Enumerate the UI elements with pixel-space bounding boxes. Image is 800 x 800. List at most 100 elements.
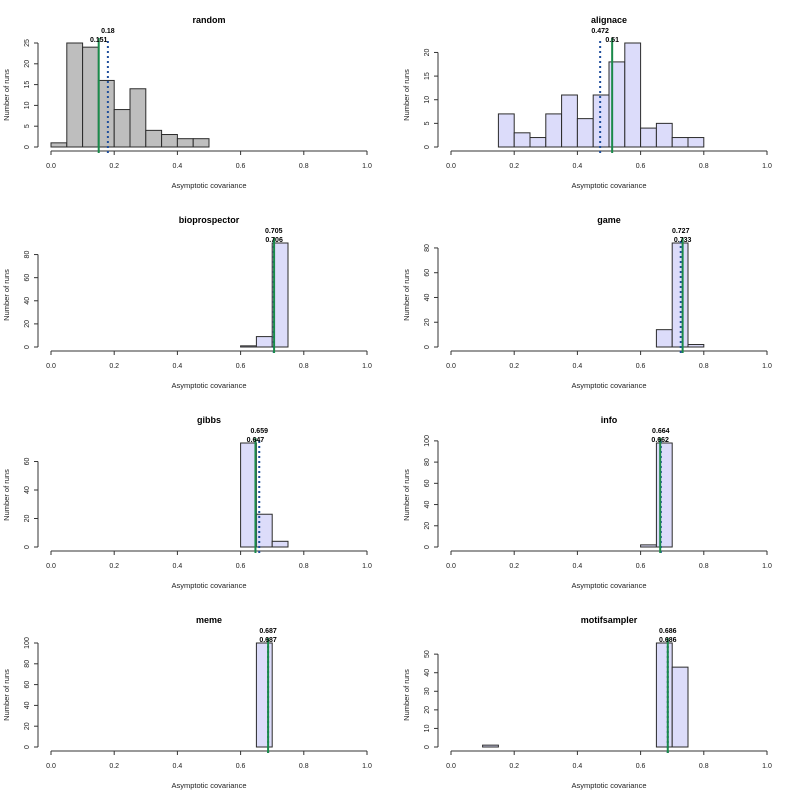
y-tick-label: 0 bbox=[424, 545, 431, 549]
x-tick-label: 0.2 bbox=[109, 763, 119, 770]
x-tick-label: 0.2 bbox=[109, 163, 119, 170]
y-tick-label: 80 bbox=[424, 458, 431, 466]
y-tick-label: 0 bbox=[24, 745, 31, 749]
histogram-bar bbox=[482, 744, 499, 748]
y-tick-label: 80 bbox=[24, 251, 31, 259]
x-tick-label: 0.4 bbox=[573, 363, 583, 370]
reference-line-label: 0.664 bbox=[652, 428, 670, 435]
y-tick-label: 15 bbox=[424, 72, 431, 80]
x-tick-label: 0.4 bbox=[573, 563, 583, 570]
reference-line-label: 0.686 bbox=[659, 637, 677, 644]
bars bbox=[497, 42, 705, 148]
reference-line-label: 0.659 bbox=[250, 428, 268, 435]
y-tick-label: 20 bbox=[424, 318, 431, 326]
reference-line-label: 0.687 bbox=[259, 628, 277, 635]
x-tick-label: 0.8 bbox=[699, 163, 709, 170]
y-tick-label: 20 bbox=[24, 60, 31, 68]
y-tick-label: 20 bbox=[24, 320, 31, 328]
histogram-bar bbox=[624, 42, 642, 148]
histogram-bar bbox=[271, 540, 289, 548]
x-tick-label: 0.4 bbox=[173, 763, 183, 770]
y-tick-label: 40 bbox=[24, 297, 31, 305]
reference-line-label: 0.18 bbox=[101, 28, 115, 35]
y-axis-label: Number of runs bbox=[402, 69, 411, 121]
y-tick-label: 40 bbox=[424, 501, 431, 509]
chart-title: motifsampler bbox=[581, 615, 638, 625]
y-axis-label: Number of runs bbox=[402, 269, 411, 321]
x-axis-label: Asymptotic covariance bbox=[571, 781, 646, 790]
histogram-bar bbox=[271, 242, 289, 348]
x-axis-label: Asymptotic covariance bbox=[571, 581, 646, 590]
x-tick-label: 1.0 bbox=[762, 563, 772, 570]
x-tick-label: 1.0 bbox=[762, 363, 772, 370]
histogram-bar bbox=[176, 138, 194, 148]
y-tick-label: 5 bbox=[424, 121, 431, 125]
histogram-bar bbox=[545, 113, 563, 148]
x-axis: 0.0 0.2 0.4 0.6 0.8 1.0 Asymptotic covariance bbox=[446, 550, 772, 590]
y-tick-label: 40 bbox=[24, 701, 31, 709]
x-tick-label: 0.6 bbox=[236, 763, 246, 770]
y-tick-label: 100 bbox=[24, 637, 31, 649]
x-tick-label: 0.2 bbox=[509, 163, 519, 170]
reference-line-label: 0.686 bbox=[659, 628, 677, 635]
y-tick-label: 20 bbox=[24, 515, 31, 523]
x-tick-label: 1.0 bbox=[362, 563, 372, 570]
reference-line-label: 0.733 bbox=[674, 237, 692, 244]
histogram-bar bbox=[640, 127, 657, 148]
x-tick-label: 0.0 bbox=[446, 363, 456, 370]
y-tick-label: 100 bbox=[424, 435, 431, 447]
y-tick-label: 60 bbox=[24, 274, 31, 282]
x-tick-label: 0.0 bbox=[446, 163, 456, 170]
y-tick-label: 0 bbox=[24, 145, 31, 149]
x-tick-label: 1.0 bbox=[762, 163, 772, 170]
reference-lines: 0.687 0.687 bbox=[259, 628, 277, 753]
histogram-bar bbox=[161, 134, 178, 148]
x-tick-label: 1.0 bbox=[362, 363, 372, 370]
y-axis-label: Number of runs bbox=[2, 669, 11, 721]
bars bbox=[50, 42, 210, 148]
x-tick-label: 0.8 bbox=[299, 363, 309, 370]
bars bbox=[240, 442, 289, 548]
reference-lines: 0.727 0.733 bbox=[672, 228, 692, 353]
histogram-bar bbox=[145, 129, 163, 148]
y-axis: 0 5 10 15 20 25 Number of runs bbox=[2, 39, 39, 149]
x-tick-label: 0.0 bbox=[446, 763, 456, 770]
reference-line-label: 0.662 bbox=[651, 437, 669, 444]
y-tick-label: 80 bbox=[424, 244, 431, 252]
x-tick-label: 0.6 bbox=[636, 363, 646, 370]
histogram-bar bbox=[240, 345, 257, 348]
bars bbox=[482, 642, 689, 748]
histogram-bar bbox=[576, 118, 594, 148]
x-axis: 0.0 0.2 0.4 0.6 0.8 1.0 Asymptotic covariance bbox=[446, 750, 772, 790]
reference-line-label: 0.705 bbox=[265, 228, 283, 235]
x-tick-label: 0.0 bbox=[446, 563, 456, 570]
y-tick-label: 40 bbox=[424, 669, 431, 677]
reference-lines: 0.472 0.51 bbox=[591, 28, 619, 153]
bars bbox=[255, 642, 273, 748]
reference-lines: 0.705 0.706 bbox=[265, 228, 283, 353]
x-axis: 0.0 0.2 0.4 0.6 0.8 1.0 Asymptotic covariance bbox=[46, 150, 372, 190]
y-axis-label: Number of runs bbox=[2, 469, 11, 521]
y-axis-label: Number of runs bbox=[2, 269, 11, 321]
x-tick-label: 0.0 bbox=[46, 563, 56, 570]
bars bbox=[240, 242, 289, 348]
bars bbox=[640, 442, 673, 548]
y-tick-label: 5 bbox=[24, 124, 31, 128]
y-axis: 0 10 20 30 40 50 Number of runs bbox=[402, 650, 439, 749]
histogram-bar bbox=[66, 42, 84, 148]
reference-line-label: 0.687 bbox=[259, 637, 277, 644]
histogram-bar bbox=[655, 122, 673, 148]
x-tick-label: 1.0 bbox=[762, 763, 772, 770]
histogram-bar bbox=[113, 109, 131, 148]
x-tick-label: 0.6 bbox=[636, 763, 646, 770]
x-axis-label: Asymptotic covariance bbox=[171, 581, 246, 590]
histogram-bar bbox=[255, 642, 273, 748]
histogram-bar bbox=[255, 336, 273, 348]
histogram-bar bbox=[655, 442, 673, 548]
x-axis: 0.0 0.2 0.4 0.6 0.8 1.0 Asymptotic covariance bbox=[446, 350, 772, 390]
histogram-bar bbox=[561, 94, 578, 148]
